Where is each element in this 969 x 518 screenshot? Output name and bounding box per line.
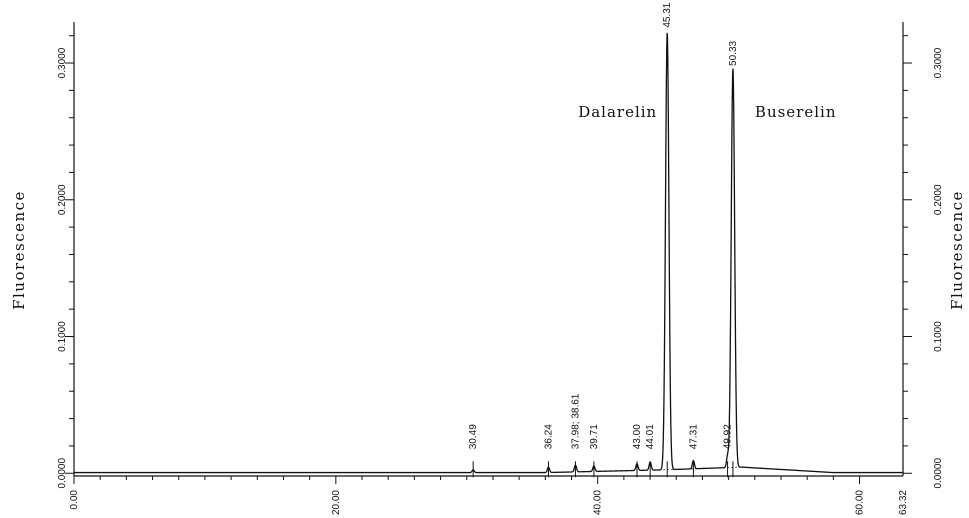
y-tick-label-left: 0.3000 [57,47,68,78]
x-tick-label: 40.00 [593,490,604,515]
x-tick-label: 63.32 [898,490,909,515]
peak-label: 30.49 [468,424,479,449]
y-tick-label-right: 0.1000 [933,321,944,352]
axes [73,22,904,477]
peak-markers [472,461,734,478]
peak-label: 45.31 [662,2,673,27]
peak-label: 37.98; 38.61 [570,393,581,449]
x-tick-label: 0.00 [69,490,80,510]
x-ticks: 0.00 20.00 40.00 60.00 63.32 [69,476,909,515]
peak-label: 39.71 [589,424,600,449]
compound-label: Buserelin [755,103,837,121]
compound-label: Dalarelin [578,103,657,121]
y-tick-label-right: 0.3000 [933,47,944,78]
y-tick-label-left: 0.2000 [57,184,68,215]
chromatogram-trace [73,32,904,474]
peak-label: 47.31 [688,424,699,449]
peak-label: 43.00 [632,424,643,449]
y-tick-label-right: 0.2000 [933,184,944,215]
y-axis-title-right: Fluorescence [948,190,966,310]
compound-labels: Dalarelin Buserelin [578,103,837,121]
y-ticks: 0.0000 0.0000 0.1000 0.1000 0.2000 0.2000 0.30… [57,35,944,489]
y-tick-label-right: 0.0000 [933,458,944,489]
y-tick-label-left: 0.0000 [57,458,68,489]
peak-label: 36.24 [543,424,554,449]
peak-label: 49.92 [723,424,734,449]
peak-labels: 30.49 36.24 37.98; 38.61 39.71 43.00 44.01 45.… [468,2,739,449]
x-tick-label: 20.00 [331,490,342,515]
trace-group [73,32,904,474]
y-axis-title-left: Fluorescence [10,190,28,310]
peak-label: 50.33 [728,41,739,66]
peak-label: 44.01 [645,424,656,449]
x-tick-label: 60.00 [855,490,866,515]
y-tick-label-left: 0.1000 [57,321,68,352]
